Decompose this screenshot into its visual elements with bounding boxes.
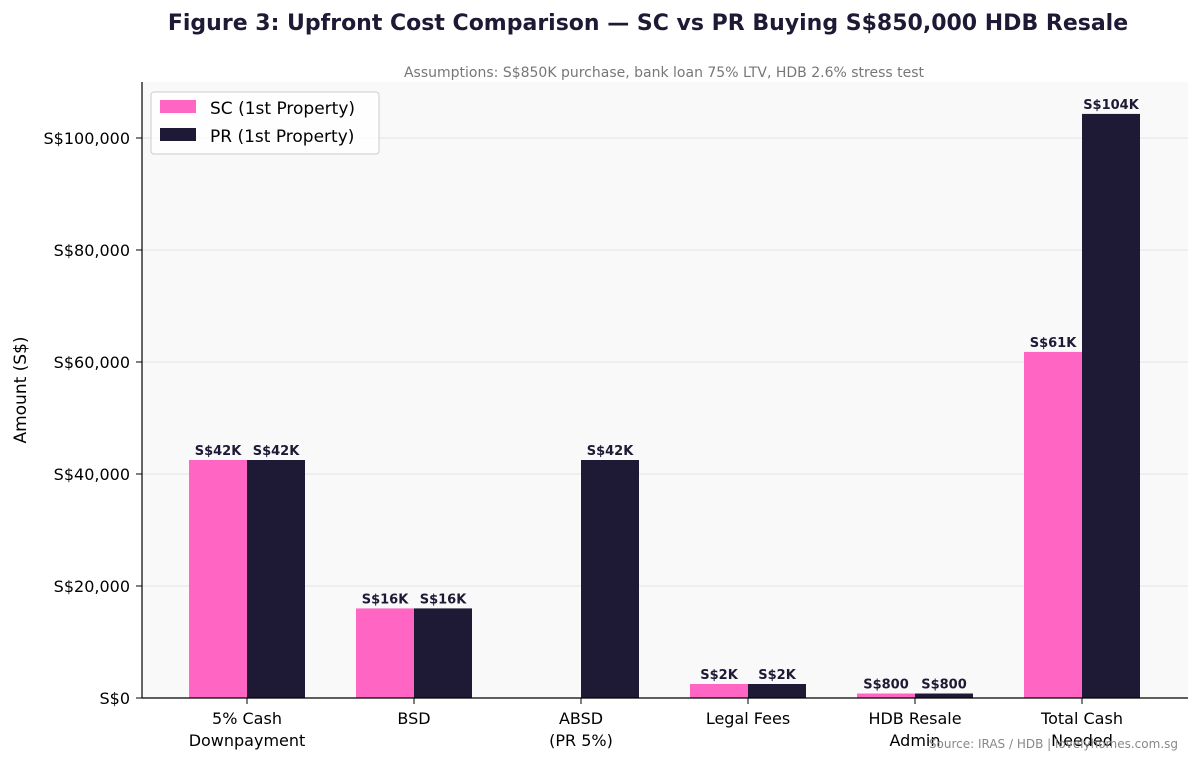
data-label: S$42K: [253, 444, 300, 459]
data-label: S$2K: [700, 668, 738, 683]
plot-area: [142, 82, 1188, 698]
bar-pr: [915, 693, 973, 698]
legend-label-pr: PR (1st Property): [210, 127, 354, 147]
legend-swatch-pr: [160, 128, 196, 141]
y-tick-label: S$80,000: [54, 241, 130, 260]
data-labels: S$42K S$16K S$2K S$800 S$61K S$42K S$16K S$42K S…: [195, 98, 1140, 693]
y-ticks: S$0 S$20,000 S$40,000 S$60,000 S$80,000 S$100…: [44, 129, 142, 708]
x-tick-label: HDB Resale: [868, 709, 961, 728]
x-tick-label: (PR 5%): [549, 731, 613, 750]
data-label: S$42K: [587, 444, 634, 459]
x-tick-label: ABSD: [559, 709, 603, 728]
legend-swatch-sc: [160, 100, 196, 113]
bar-pr: [247, 460, 305, 698]
x-tick-label: Admin: [890, 731, 941, 750]
y-tick-label: S$20,000: [54, 577, 130, 596]
data-label: S$104K: [1083, 98, 1140, 113]
bar-sc: [857, 693, 915, 698]
x-tick-label: Legal Fees: [706, 709, 790, 728]
source-note: Source: IRAS / HDB | lovelyhomes.com.sg: [929, 737, 1178, 751]
bar-pr: [414, 608, 472, 698]
legend: SC (1st Property) PR (1st Property): [150, 91, 380, 155]
legend-box: [150, 91, 380, 155]
x-tick-label: BSD: [397, 709, 430, 728]
bar-sc: [1024, 351, 1082, 698]
x-tick-label: Needed: [1051, 731, 1113, 750]
data-label: S$61K: [1030, 336, 1077, 351]
chart-title: Figure 3: Upfront Cost Comparison — SC v…: [168, 11, 1128, 36]
data-label: S$16K: [362, 592, 409, 607]
data-label: S$42K: [195, 444, 242, 459]
y-tick-label: S$0: [99, 689, 130, 708]
x-tick-label: Total Cash: [1040, 709, 1123, 728]
bar-pr: [1082, 113, 1140, 699]
x-ticks: 5% Cash Downpayment BSD ABSD (PR 5%) Legal Fe…: [189, 698, 1123, 750]
y-tick-label: S$100,000: [44, 129, 131, 148]
bar-pr: [748, 684, 806, 698]
data-label: S$800: [863, 678, 909, 693]
bar-sc: [356, 608, 414, 698]
legend-label-sc: SC (1st Property): [210, 99, 355, 119]
chart-subtitle: Assumptions: S$850K purchase, bank loan …: [404, 65, 925, 81]
gridlines: [142, 137, 1188, 587]
y-axis-label: Amount (S$): [11, 336, 31, 443]
data-label: S$16K: [420, 592, 467, 607]
data-label: S$2K: [758, 668, 796, 683]
data-label: S$800: [921, 678, 967, 693]
x-tick-label: Downpayment: [189, 731, 306, 750]
x-tick-label: 5% Cash: [212, 709, 282, 728]
bar-pr: [581, 460, 639, 698]
bar-sc: [189, 460, 247, 698]
y-tick-label: S$60,000: [54, 353, 130, 372]
bars: [189, 113, 1140, 699]
y-tick-label: S$40,000: [54, 465, 130, 484]
bar-sc: [690, 684, 748, 698]
